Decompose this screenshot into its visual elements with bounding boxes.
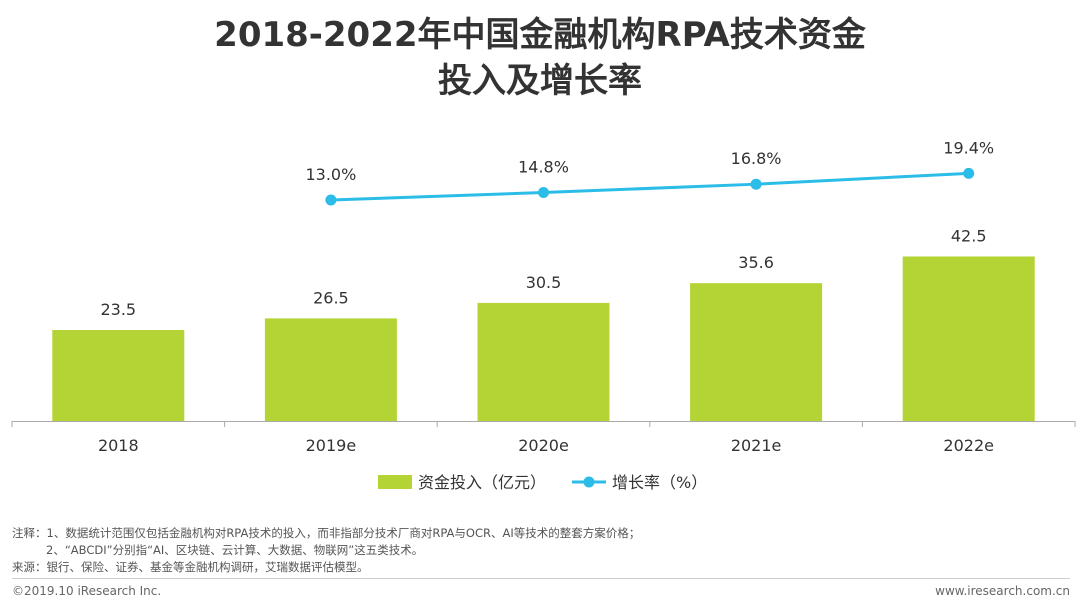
rate-line: [330, 171, 969, 202]
copyright: ©2019.10 iResearch Inc.: [12, 584, 162, 598]
x-tick-label: 2018: [98, 436, 139, 455]
bar-2021e: [690, 283, 823, 421]
footer: ©2019.10 iResearch Inc. www.iresearch.co…: [12, 584, 1070, 598]
bar-2019e: [264, 318, 397, 421]
bar-2022e: [902, 256, 1035, 421]
bar-value-label: 42.5: [951, 226, 987, 245]
chart-title: 2018-2022年中国金融机构RPA技术资金 投入及增长率: [0, 12, 1080, 104]
notes: 注释：1、数据统计范围仅包括金融机构对RPA技术的投入，而非指部分技术厂商对RP…: [12, 525, 1072, 576]
footer-divider: [12, 578, 1070, 579]
website: www.iresearch.com.cn: [935, 584, 1070, 598]
rate-point: [750, 178, 762, 190]
legend-line-label: 增长率（%）: [612, 473, 707, 492]
x-tick-label: 2021e: [731, 436, 782, 455]
rate-point: [963, 167, 975, 179]
x-tick-label: 2020e: [518, 436, 569, 455]
note-line-2: 2、“ABCDI”分别指“AI、区块链、云计算、大数据、物联网”这五类技术。: [46, 543, 424, 557]
rate-point: [538, 187, 549, 199]
source-line: 来源：银行、保险、证券、基金等金融机构调研，艾瑞数据评估模型。: [12, 560, 369, 574]
bar-2018: [52, 330, 185, 421]
x-tick-label: 2019e: [306, 436, 357, 455]
rate-value-label: 19.4%: [943, 138, 994, 157]
chart-title-line2: 投入及增长率: [438, 61, 642, 101]
x-tick-label: 2022e: [943, 436, 994, 455]
chart-canvas: 23.5 26.5 30.5 35.6 42.5 2018 2019e 2020e 2021e 2…: [11, 138, 1076, 492]
rate-value-label: 14.8%: [518, 158, 569, 177]
bar-value-label: 23.5: [100, 300, 136, 319]
rate-value-label: 16.8%: [731, 149, 782, 168]
legend-bar-swatch: [378, 475, 412, 489]
chart-title-line1: 2018-2022年中国金融机构RPA技术资金: [214, 15, 866, 55]
bar-value-label: 30.5: [526, 273, 562, 292]
bar-2020e: [477, 302, 610, 421]
bar-value-label: 26.5: [313, 288, 349, 307]
rate-point: [325, 194, 337, 206]
legend-line-marker: [583, 476, 595, 488]
legend-bar-label: 资金投入（亿元）: [418, 473, 546, 492]
bar-value-label: 35.6: [738, 253, 774, 272]
rate-value-label: 13.0%: [305, 165, 356, 184]
note-line-1: 注释：1、数据统计范围仅包括金融机构对RPA技术的投入，而非指部分技术厂商对RP…: [12, 526, 641, 540]
